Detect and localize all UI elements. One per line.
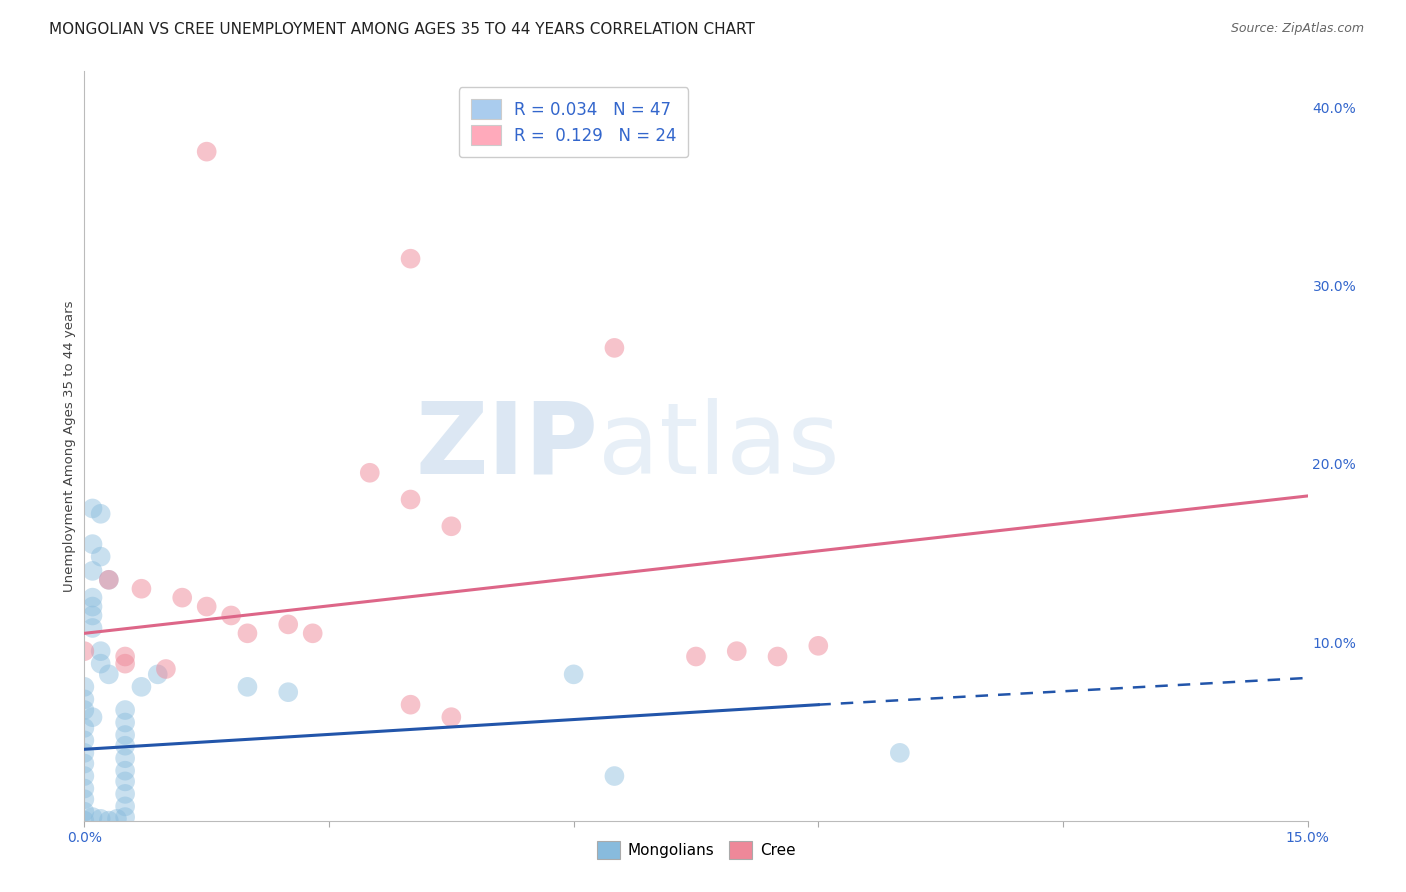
Point (73, 733, 96, 747)
Point (82, 621, 104, 635)
Point (807, 639, 830, 653)
Point (146, 667, 169, 681)
Point (82, 599, 104, 614)
Point (73, 680, 96, 694)
Point (97, 573, 120, 587)
Point (82, 564, 104, 578)
Point (114, 810, 136, 824)
Point (90, 812, 112, 826)
Point (114, 703, 136, 717)
Point (399, 492, 422, 507)
Point (440, 710, 463, 724)
Text: atlas: atlas (598, 398, 839, 494)
Point (114, 751, 136, 765)
Point (114, 799, 136, 814)
Point (82, 501, 104, 516)
Point (172, 591, 194, 605)
Point (73, 692, 96, 706)
Point (97, 814, 120, 828)
Point (725, 644, 748, 658)
Point (219, 608, 242, 623)
Point (73, 792, 96, 806)
Point (97, 667, 120, 681)
Text: MONGOLIAN VS CREE UNEMPLOYMENT AMONG AGES 35 TO 44 YEARS CORRELATION CHART: MONGOLIAN VS CREE UNEMPLOYMENT AMONG AGE… (49, 22, 755, 37)
Y-axis label: Unemployment Among Ages 35 to 44 years: Unemployment Among Ages 35 to 44 years (63, 301, 76, 591)
Point (90, 549, 112, 564)
Point (73, 769, 96, 783)
Point (114, 649, 136, 664)
Point (73, 644, 96, 658)
Point (195, 145, 218, 159)
Point (131, 680, 153, 694)
Point (114, 728, 136, 742)
Text: ZIP: ZIP (415, 398, 598, 494)
Point (73, 805, 96, 819)
Point (889, 746, 911, 760)
Point (155, 662, 177, 676)
Point (73, 756, 96, 771)
Point (114, 764, 136, 778)
Point (90, 507, 112, 521)
Point (105, 812, 128, 826)
Point (399, 698, 422, 712)
Point (114, 774, 136, 789)
Point (90, 657, 112, 671)
Point (73, 721, 96, 735)
Point (359, 466, 381, 480)
Point (766, 649, 789, 664)
Point (562, 667, 585, 681)
Point (195, 599, 218, 614)
Point (73, 781, 96, 796)
Point (90, 644, 112, 658)
Legend: Mongolians, Cree: Mongolians, Cree (591, 835, 801, 865)
Point (685, 649, 707, 664)
Point (277, 617, 299, 632)
Point (73, 814, 96, 828)
Point (236, 626, 259, 640)
Point (114, 657, 136, 671)
Point (97, 573, 120, 587)
Point (73, 703, 96, 717)
Point (73, 746, 96, 760)
Point (301, 626, 323, 640)
Point (82, 710, 104, 724)
Point (131, 582, 153, 596)
Point (114, 787, 136, 801)
Point (114, 739, 136, 753)
Point (82, 537, 104, 551)
Point (399, 252, 422, 266)
Point (114, 715, 136, 730)
Point (603, 341, 626, 355)
Point (440, 519, 463, 533)
Point (82, 810, 104, 824)
Point (277, 685, 299, 699)
Point (82, 608, 104, 623)
Point (603, 769, 626, 783)
Text: Source: ZipAtlas.com: Source: ZipAtlas.com (1230, 22, 1364, 36)
Point (236, 680, 259, 694)
Point (82, 591, 104, 605)
